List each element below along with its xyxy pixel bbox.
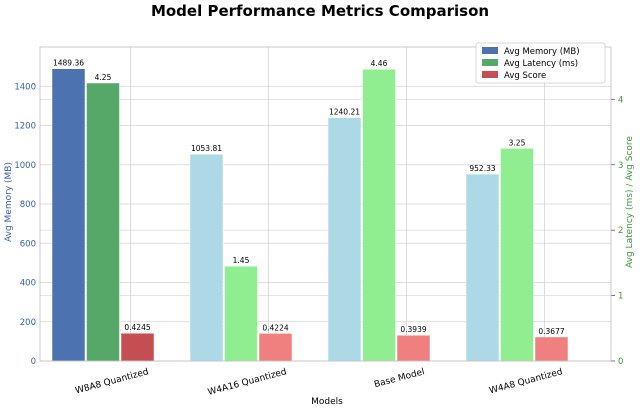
left-tick-label: 800 xyxy=(20,200,36,210)
bar-value-label: 952.33 xyxy=(469,164,495,173)
right-tick-label: 2 xyxy=(618,226,623,236)
bar xyxy=(224,265,258,362)
left-tick-label: 200 xyxy=(20,318,36,328)
right-tick-label: 1 xyxy=(618,292,623,302)
bar xyxy=(51,68,86,362)
bar xyxy=(327,117,362,362)
left-tick-label: 600 xyxy=(20,239,36,249)
bars-group xyxy=(51,68,569,362)
left-y-axis-title: Avg Memory (MB) xyxy=(4,162,14,242)
legend-box xyxy=(475,42,606,84)
left-tick-label: 1200 xyxy=(14,122,36,132)
legend-swatch xyxy=(482,59,498,66)
bar-value-label: 0.4245 xyxy=(124,323,150,332)
bar-value-label: 0.3939 xyxy=(400,325,426,334)
bar xyxy=(362,68,396,362)
x-category-label: W4A8 Quantized xyxy=(488,367,563,396)
bar-value-label: 4.46 xyxy=(371,59,388,68)
left-tick-label: 1400 xyxy=(14,82,36,92)
bar xyxy=(120,332,155,362)
left-tick-label: 0 xyxy=(31,357,36,367)
legend-label: Avg Score xyxy=(504,71,546,81)
bar-value-label: 3.25 xyxy=(509,138,526,147)
legend-swatch xyxy=(482,71,498,78)
legend-label: Avg Latency (ms) xyxy=(504,59,578,69)
right-tick-label: 0 xyxy=(618,357,623,367)
legend-label: Avg Memory (MB) xyxy=(504,47,580,57)
bar-value-label: 1.45 xyxy=(233,256,250,265)
right-tick-label: 3 xyxy=(618,161,623,171)
bar-value-label: 0.3677 xyxy=(538,327,564,336)
x-axis-title: Models xyxy=(311,397,343,407)
plot-frame xyxy=(39,46,612,362)
right-y-axis-title: Avg Latency (ms) / Avg Score xyxy=(625,136,635,268)
bar xyxy=(500,148,534,362)
left-tick-label: 400 xyxy=(20,279,36,289)
bar-value-label: 1489.36 xyxy=(53,59,84,68)
x-category-label: W8A8 Quantized xyxy=(74,367,149,396)
bar-value-label: 1053.81 xyxy=(191,144,222,153)
x-category-label: Base Model xyxy=(373,367,426,390)
bar xyxy=(86,82,120,362)
bar xyxy=(534,336,569,362)
left-tick-label: 1000 xyxy=(14,161,36,171)
bar-value-label: 0.4224 xyxy=(262,323,288,332)
x-category-label: W4A16 Quantized xyxy=(207,367,288,398)
chart-title: Model Performance Metrics Comparison xyxy=(151,2,489,20)
right-tick-label: 4 xyxy=(618,95,623,105)
data-labels-group: 1489.36 1053.81 1240.21 952.33 4.25 1.45 4.46 3… xyxy=(53,59,565,336)
bar xyxy=(189,153,224,362)
bar-value-label: 1240.21 xyxy=(329,108,360,117)
bar xyxy=(258,333,293,362)
legend: Avg Memory (MB) Avg Latency (ms) Avg Score xyxy=(475,42,606,84)
legend-swatch xyxy=(482,47,498,54)
bar xyxy=(396,334,431,362)
bar xyxy=(465,173,500,362)
bar-value-label: 4.25 xyxy=(95,73,112,82)
